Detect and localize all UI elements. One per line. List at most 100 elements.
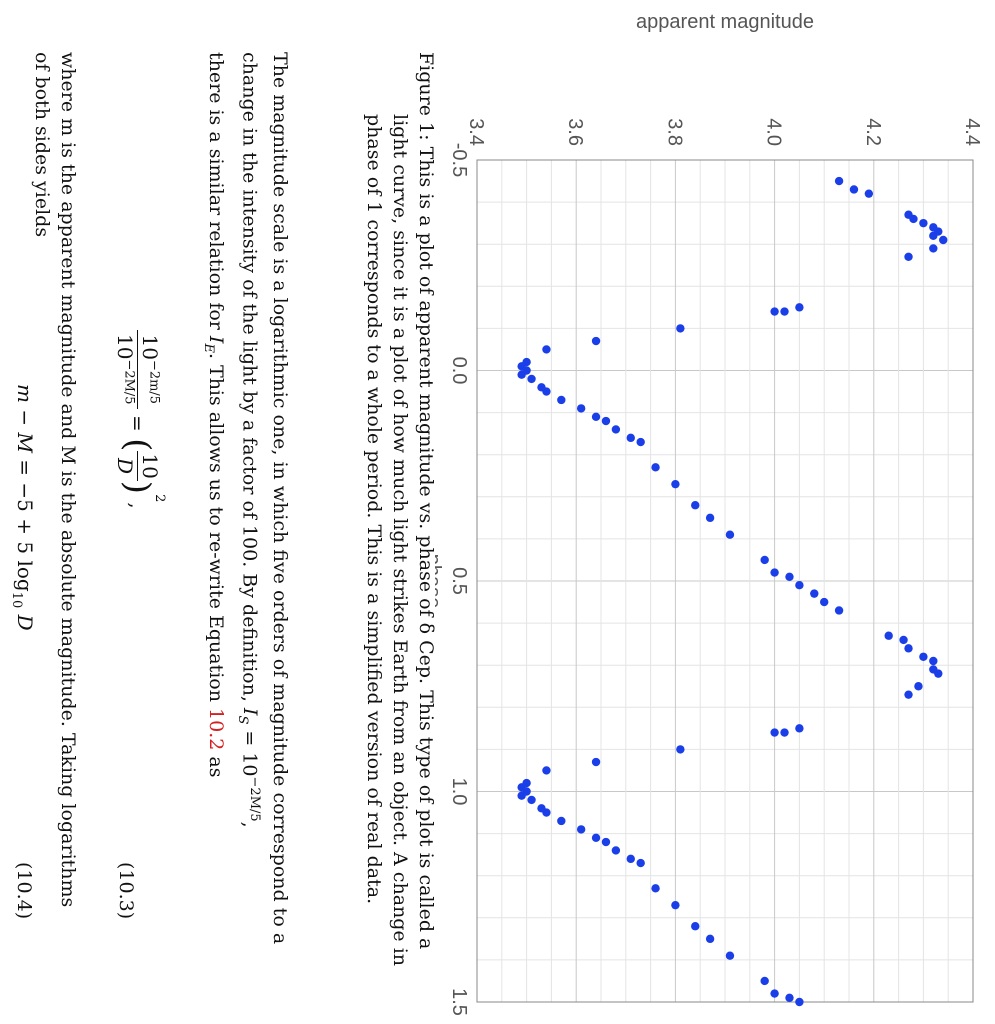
data-point	[725, 951, 735, 960]
data-point	[705, 934, 715, 944]
data-point	[904, 252, 913, 262]
data-point	[909, 214, 918, 224]
data-point	[691, 922, 700, 931]
data-point	[819, 597, 829, 607]
y-tick-label: 3.6	[564, 118, 586, 146]
data-point	[527, 374, 536, 384]
data-point	[636, 437, 645, 447]
data-point	[849, 185, 859, 194]
data-point	[939, 235, 948, 245]
data-point	[785, 572, 794, 581]
data-point	[517, 370, 526, 379]
data-point	[601, 416, 611, 426]
equation-10-3: 10−2m/5 10−2M/5 = ( 10 D )2,	[113, 330, 167, 509]
data-point	[527, 795, 536, 805]
data-point	[904, 644, 913, 653]
data-point	[576, 825, 586, 834]
data-point	[725, 530, 735, 539]
y-tick-labels: 3.4 3.6 3.8 4.0 4.2 4.4	[465, 118, 983, 146]
data-point	[557, 395, 566, 405]
data-point	[542, 766, 551, 775]
data-point	[611, 846, 621, 855]
paragraph1-text-c: . This allows us to re-write Equation	[204, 352, 227, 709]
data-point	[591, 833, 601, 843]
data-point	[626, 433, 635, 443]
data-point	[795, 303, 804, 312]
data-point	[517, 791, 526, 800]
paragraph-magnitude: The magnitude scale is a logarithmic one…	[201, 52, 291, 945]
data-point	[834, 606, 844, 615]
data-point	[760, 976, 769, 986]
data-point	[611, 425, 621, 434]
data-point	[671, 900, 680, 910]
x-axis-label: phase	[435, 554, 444, 609]
data-point	[934, 669, 943, 678]
data-point	[557, 816, 566, 826]
data-point	[626, 854, 635, 864]
data-point	[770, 989, 779, 998]
caption-label: Figure 1:	[415, 52, 437, 141]
paragraph2-line1: where m is the apparent magnitude and M …	[57, 52, 79, 908]
data-point	[671, 479, 680, 489]
x-tick-label: -0.5	[448, 143, 470, 177]
data-point	[810, 589, 819, 598]
data-point	[795, 724, 804, 733]
data-point	[651, 884, 660, 893]
plot-frame	[476, 159, 974, 1003]
data-point	[795, 997, 804, 1007]
paragraph1-text-b: there is a similar relation for	[204, 52, 227, 336]
data-point	[795, 581, 804, 590]
data-point	[676, 324, 685, 333]
data-point	[929, 231, 938, 240]
data-point	[591, 336, 601, 346]
x-tick-label: 1.5	[448, 988, 470, 1016]
equation-10-4: m − M = −5 + 5 log10 D	[9, 384, 37, 631]
data-point	[884, 631, 893, 640]
data-point	[929, 656, 938, 666]
data-point	[705, 513, 715, 523]
x-tick-label: 0.0	[448, 357, 470, 385]
y-tick-label: 4.0	[763, 118, 785, 146]
y-axis-label: apparent magnitude	[636, 11, 814, 33]
y-tick-label: 3.4	[465, 118, 487, 146]
data-point	[834, 176, 844, 186]
data-point	[780, 728, 789, 737]
data-point	[576, 404, 586, 413]
data-point	[601, 837, 611, 847]
data-point	[904, 690, 913, 699]
x-tick-labels: -0.5 0.0 0.5 1.0 1.5	[448, 143, 470, 1016]
data-point	[785, 993, 794, 1002]
paragraph1-text-d: as	[204, 750, 227, 778]
data-point	[919, 652, 928, 661]
data-point	[899, 635, 908, 645]
data-point	[864, 189, 874, 198]
data-point	[591, 412, 601, 422]
equation-number-10-4: (10.4)	[13, 862, 35, 920]
x-tick-label: 0.5	[448, 567, 470, 595]
data-point	[542, 387, 551, 396]
chart-grid	[476, 159, 974, 1003]
data-point	[760, 555, 769, 565]
data-point	[770, 307, 779, 316]
data-point	[770, 728, 779, 737]
figure-caption: Figure 1: This is a plot of apparent mag…	[361, 52, 439, 972]
data-point	[676, 745, 685, 754]
data-point	[914, 682, 923, 691]
caption-text: This is a plot of apparent magnitude vs.…	[363, 114, 437, 967]
data-point	[591, 757, 601, 767]
data-point	[919, 218, 928, 228]
data-point	[780, 307, 789, 316]
y-tick-label: 4.4	[961, 118, 983, 146]
data-point	[929, 244, 938, 253]
equation-ref[interactable]: 10.2	[204, 708, 227, 751]
y-tick-label: 4.2	[862, 118, 884, 146]
data-point	[542, 345, 551, 354]
data-point	[542, 808, 551, 817]
data-point	[636, 858, 645, 868]
x-tick-label: 1.0	[448, 778, 470, 806]
data-points	[517, 176, 948, 1007]
light-curve-chart: 3.4 3.6 3.8 4.0 4.2 4.4 -0.5 0.0 0.5 1.0 1.5 appa…	[435, 11, 983, 1016]
data-point	[770, 568, 779, 577]
y-tick-label: 3.8	[663, 118, 685, 146]
